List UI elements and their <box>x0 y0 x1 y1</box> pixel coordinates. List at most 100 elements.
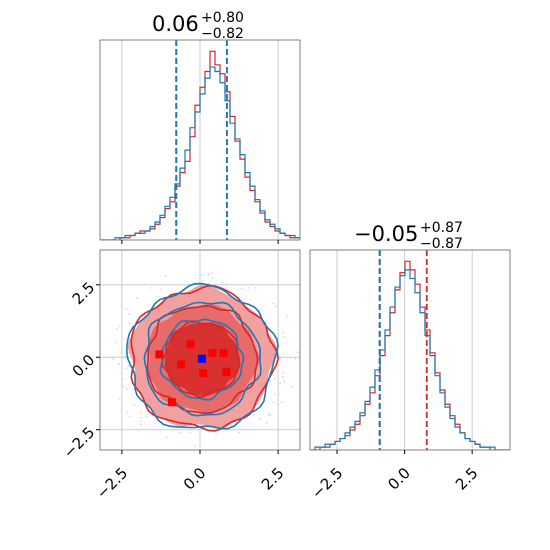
contour-sample-point <box>286 315 289 318</box>
contour-sample-point <box>125 388 128 390</box>
contour-sample-point <box>276 403 279 406</box>
contour-sample-point <box>297 351 300 354</box>
contour-sample-point <box>160 288 163 291</box>
contour-sample-point <box>140 417 143 419</box>
contour-sample-point <box>121 378 124 380</box>
contour-sample-point <box>282 332 285 334</box>
contour-sample-point <box>126 411 129 414</box>
contour-sample-point <box>128 322 131 325</box>
contour-sample-point <box>128 415 131 418</box>
contour-red-marker-2 <box>186 340 195 349</box>
contour-sample-point <box>139 420 142 422</box>
contour-red-marker-1 <box>177 360 186 369</box>
contour-red-marker-7 <box>167 398 176 407</box>
contour-sample-point <box>294 357 296 360</box>
contour-ytick-label-0: −2.5 <box>60 423 98 461</box>
right-hist-series-0-steps <box>310 260 510 450</box>
contour-red-marker-5 <box>199 369 208 378</box>
contour-sample-point <box>274 305 277 308</box>
contour-sample-point <box>150 287 153 289</box>
contour-sample-point <box>280 401 283 404</box>
contour-sample-point <box>225 287 228 289</box>
contour-sample-point <box>277 394 280 397</box>
contour-panel: −2.5 0.0 2.5 −2.5 0.0 2.5 <box>60 249 301 502</box>
contour-truth-point <box>197 354 206 363</box>
contour-sample-point <box>115 328 118 331</box>
contour-sample-point <box>259 417 261 420</box>
contour-sample-point <box>215 433 218 436</box>
contour-ytick-label-2: 2.5 <box>69 278 99 308</box>
contour-sample-point <box>259 308 262 311</box>
contour-sample-point <box>118 398 121 400</box>
right-hist-xtick-label-1: 0.0 <box>384 464 414 494</box>
contour-sample-point <box>272 401 275 404</box>
contour-sample-point <box>201 274 204 276</box>
contour-line-3 <box>125 282 279 430</box>
contour-sample-point <box>240 287 243 290</box>
contour-sample-point <box>269 414 272 417</box>
contour-red-marker-4 <box>219 348 228 357</box>
right-hist-xtick-label-2: 2.5 <box>452 464 482 494</box>
right-hist-series-1-steps <box>310 269 510 450</box>
contour-sample-point <box>124 355 127 358</box>
contour-sample-point <box>127 364 130 367</box>
contour-sample-point <box>226 429 229 431</box>
contour-sample-point <box>279 357 282 359</box>
contour-ytick-label-1: 0.0 <box>69 351 99 381</box>
contour-sample-point <box>118 362 121 365</box>
contour-sample-point <box>136 297 139 299</box>
contour-sample-point <box>145 415 148 418</box>
contour-sample-point <box>290 385 293 388</box>
contour-sample-point <box>122 385 125 388</box>
contour-sample-point <box>269 380 272 383</box>
contour-sample-point <box>207 273 210 276</box>
contour-sample-point <box>273 393 276 396</box>
contour-sample-point <box>268 412 270 415</box>
top-title-minus: −0.82 <box>201 26 244 42</box>
contour-red-marker-6 <box>222 367 231 376</box>
contour-sample-point <box>290 356 292 359</box>
contour-sample-point <box>166 436 168 439</box>
contour-sample-point <box>199 273 201 275</box>
contour-sample-point <box>211 276 214 279</box>
contour-line-5 <box>159 318 245 401</box>
contour-sample-point <box>210 272 213 275</box>
contour-sample-point <box>112 358 115 361</box>
contour-sample-point <box>230 424 233 427</box>
contour-xtick-label-2: 2.5 <box>258 464 288 494</box>
contour-line-4 <box>143 301 262 417</box>
top-title-value: 0.06 <box>152 12 199 36</box>
contour-sample-point <box>254 286 257 289</box>
contour-sample-point <box>125 308 128 311</box>
contour-sample-point <box>221 282 224 284</box>
contour-sample-point <box>279 382 282 385</box>
contour-line-0 <box>130 284 280 432</box>
contour-sample-point <box>131 361 134 364</box>
histogram-panel-right: −2.5 0.0 2.5 <box>308 249 511 502</box>
contour-sample-point <box>277 321 280 324</box>
contour-sample-point <box>114 341 117 344</box>
top-hist-series-1-steps <box>100 66 300 240</box>
contour-red-marker-0 <box>155 350 164 359</box>
contour-sample-point <box>140 423 142 426</box>
contour-plot-area <box>100 250 300 450</box>
contour-sample-point <box>272 302 275 305</box>
contour-sample-point <box>238 431 241 434</box>
contour-sample-point <box>179 431 182 434</box>
contour-sample-point <box>265 422 268 424</box>
contour-sample-point <box>247 286 250 289</box>
contour-sample-point <box>281 371 284 374</box>
right-histogram-title: −0.05 +0.87 −0.87 <box>354 220 463 252</box>
top-histogram-title: 0.06 +0.80 −0.82 <box>152 10 244 42</box>
right-hist-frame <box>309 249 511 451</box>
contour-sample-point <box>155 295 158 298</box>
contour-sample-point <box>139 411 142 414</box>
contour-xtick-label-0: −2.5 <box>93 464 131 502</box>
contour-sample-point <box>225 283 228 286</box>
contour-sample-point <box>125 367 128 370</box>
contour-sample-point <box>133 403 136 406</box>
contour-sample-point <box>258 403 261 406</box>
right-hist-xtick-label-0: −2.5 <box>308 464 346 502</box>
right-title-value: −0.05 <box>354 222 418 246</box>
